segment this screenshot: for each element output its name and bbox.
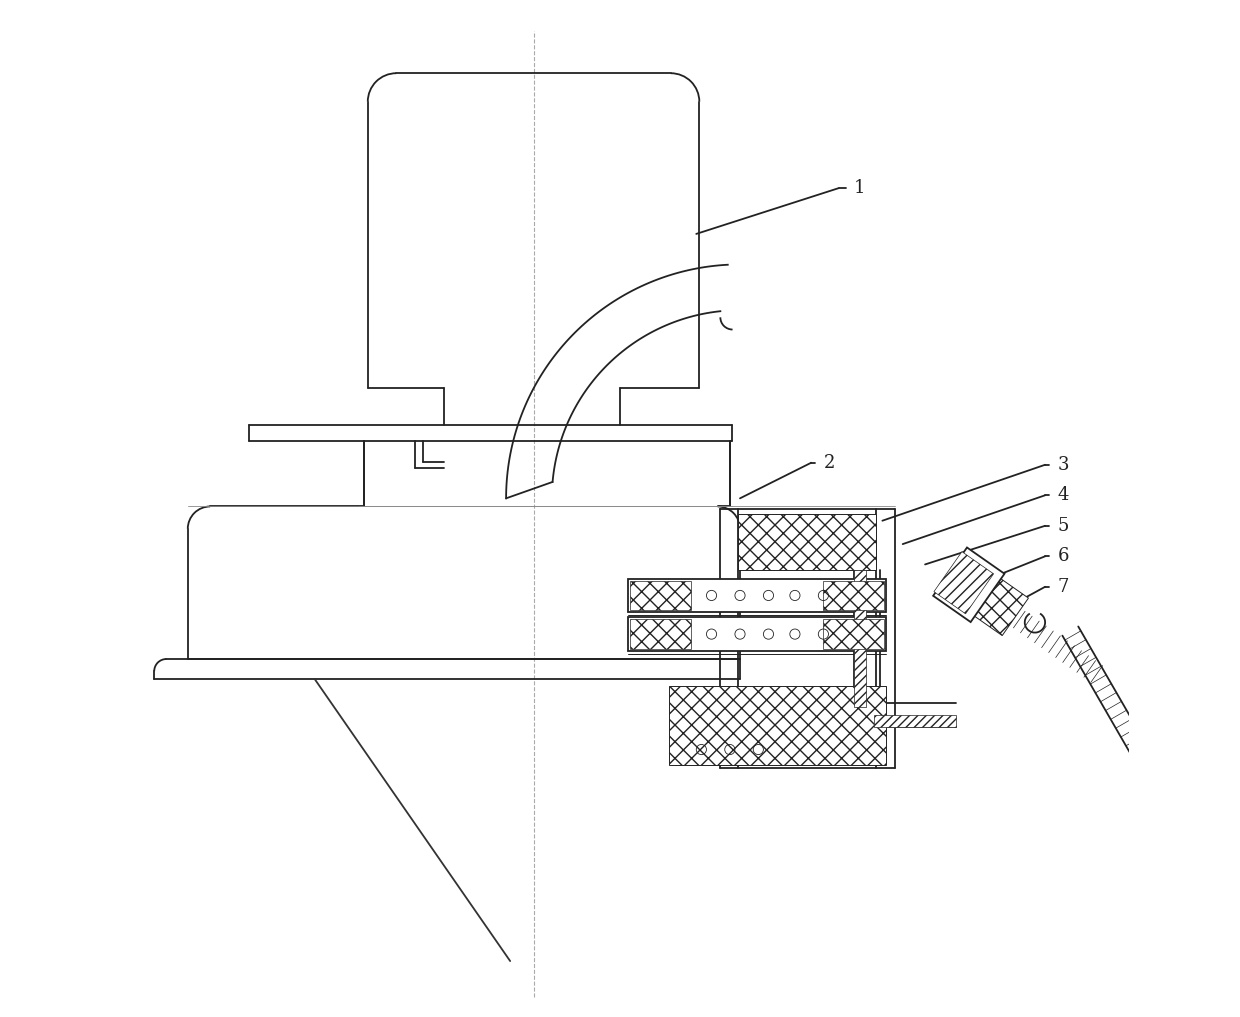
Bar [874, 715, 956, 727]
Text: 5: 5 [1058, 517, 1069, 535]
Polygon shape [934, 551, 993, 614]
Text: 6: 6 [1058, 547, 1069, 565]
Bar [629, 617, 887, 651]
Bar [630, 619, 691, 649]
Bar [854, 570, 866, 707]
Text: 1: 1 [854, 179, 866, 197]
Text: 4: 4 [1058, 486, 1069, 504]
Text: 3: 3 [1058, 456, 1069, 474]
Bar [738, 514, 877, 570]
Bar [823, 581, 884, 610]
Text: 2: 2 [823, 454, 835, 472]
Bar [630, 581, 691, 610]
Polygon shape [934, 547, 1004, 622]
Bar [668, 686, 887, 765]
Bar [629, 579, 887, 612]
Text: 7: 7 [1058, 578, 1069, 596]
Polygon shape [940, 554, 1028, 636]
Bar [823, 619, 884, 649]
